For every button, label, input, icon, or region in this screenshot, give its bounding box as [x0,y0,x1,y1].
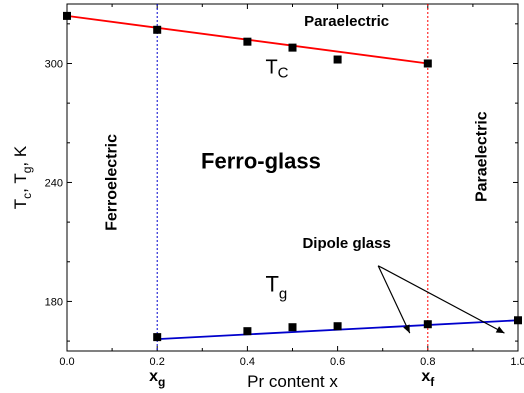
dipole-glass-arrows [377,265,505,334]
xg-label-sub: g [158,375,165,389]
tc-label-main: T [265,56,277,78]
y-axis-title: Tc, Tg, K [11,145,34,209]
data-point-tc [288,43,297,52]
y-tick-label: 300 [45,58,63,70]
x-axis-title: Pr content x [247,372,338,391]
x-tick-label: 0.8 [420,356,435,368]
fit-lines [66,15,519,341]
ferroelectric-label: Ferroelectric [104,134,121,231]
arrow-head [495,326,505,334]
plot-frame [66,3,519,352]
data-point-tg [288,323,297,332]
data-point-tc [153,25,162,34]
y-tick-label: 180 [45,296,63,308]
xg-label-main: x [149,368,158,385]
paraelectric-label-top: Paraelectric [304,13,389,30]
y-axis-title-t2: T [11,173,30,183]
data-point-tc [333,55,342,64]
x-tick-label: 0.2 [150,356,165,368]
xf-label-sub: f [430,375,435,389]
y-axis-title-unit: , K [11,145,30,166]
data-point-tc [243,37,252,46]
data-point-tg [153,333,162,342]
x-tick-label: 1.0 [510,356,524,368]
data-points [63,11,522,342]
xf-label-main: x [421,368,430,385]
tg-label: Tg [265,272,287,303]
boundary-lines [156,4,429,351]
xf-label: xf [421,368,435,389]
arrow-line [377,265,411,334]
tc-label-sub: C [278,64,289,81]
x-tick-label: 0.0 [59,356,74,368]
y-tick-label: 240 [45,177,63,189]
xg-label: xg [149,368,165,389]
dipole-glass-label: Dipole glass [302,235,390,252]
x-tick-label: 0.4 [240,356,255,368]
arrow-line [377,265,505,334]
data-point-tg [514,316,522,325]
data-point-tg [243,327,252,336]
y-axis-title-sub-g: g [20,167,34,174]
tg-label-main: T [265,272,278,297]
y-axis-title-sub-c: c [20,193,34,199]
ferro-glass-label: Ferro-glass [201,149,321,174]
x-tick-labels: 0.0 0.2 0.4 0.6 0.8 1.0 [59,356,524,368]
paraelectric-label-right: Paraelectric [473,111,490,202]
y-axis-title-t1: T [11,199,30,209]
y-axis-title-sep: , [11,184,30,193]
tick-marks [66,4,519,351]
data-point-tg [333,322,342,331]
y-tick-labels: 180 240 300 [45,58,63,308]
x-tick-label: 0.6 [330,356,345,368]
data-point-tg [423,320,432,329]
tc-label: TC [265,56,288,81]
arrow-head [403,324,410,334]
tg-label-sub: g [279,286,287,303]
data-point-tc [63,11,71,20]
data-point-tc [423,59,432,68]
